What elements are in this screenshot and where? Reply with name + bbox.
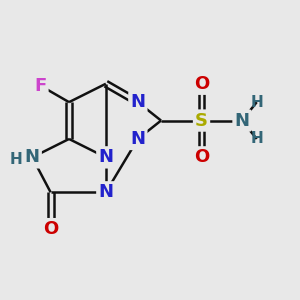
Text: N: N: [130, 130, 146, 148]
Text: S: S: [195, 112, 208, 130]
Text: F: F: [34, 76, 46, 94]
Text: N: N: [98, 183, 113, 201]
Text: N: N: [130, 93, 146, 111]
Text: O: O: [194, 75, 209, 93]
Text: N: N: [98, 148, 113, 166]
Text: N: N: [25, 148, 40, 166]
Text: H: H: [250, 95, 263, 110]
Text: N: N: [235, 112, 250, 130]
Text: H: H: [9, 152, 22, 167]
Text: H: H: [250, 131, 263, 146]
Text: O: O: [194, 148, 209, 166]
Text: O: O: [43, 220, 58, 238]
